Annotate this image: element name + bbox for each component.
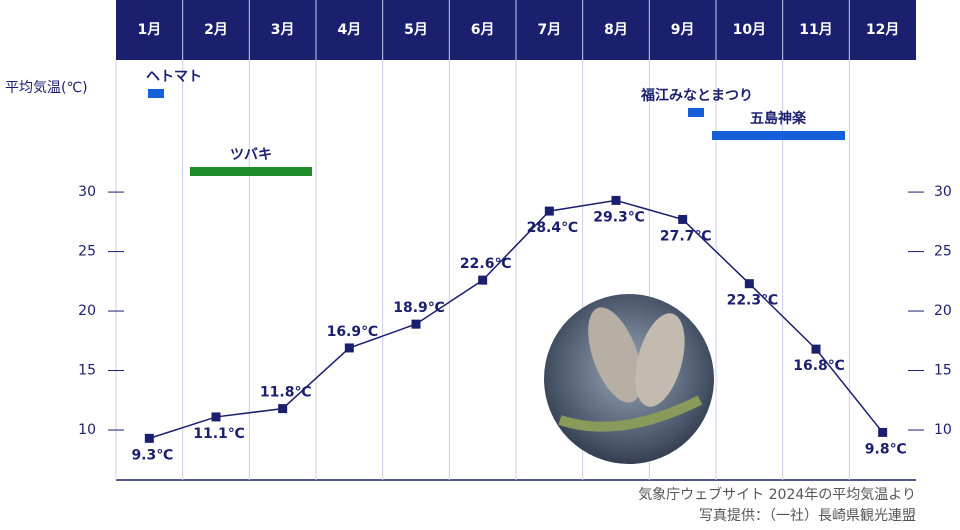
y-tick-label: 30 bbox=[78, 184, 96, 200]
value-label: 11.1℃ bbox=[193, 426, 245, 442]
point bbox=[544, 206, 554, 216]
y-tick-label: 20 bbox=[78, 303, 96, 319]
point bbox=[744, 279, 754, 289]
x-tick-label: 1月 bbox=[137, 22, 161, 38]
y-axis-title: 平均気温(℃) bbox=[5, 80, 88, 96]
point bbox=[678, 214, 688, 224]
y-tick-label: 15 bbox=[78, 363, 96, 379]
source-text: 写真提供：（一社）長崎県観光連盟 bbox=[699, 507, 916, 524]
line bbox=[149, 199, 884, 440]
point bbox=[811, 344, 821, 354]
value-label: 16.9℃ bbox=[327, 324, 379, 340]
x-tick-label: 2月 bbox=[204, 22, 228, 38]
x-tick-label: 8月 bbox=[604, 22, 628, 38]
value-label: 22.6℃ bbox=[460, 256, 512, 272]
y2-tick-label: 10 bbox=[934, 422, 952, 438]
point bbox=[278, 404, 288, 414]
y2-tick-label: 25 bbox=[934, 244, 952, 260]
point bbox=[411, 319, 421, 329]
point bbox=[144, 433, 154, 443]
y2-tick-label: 30 bbox=[934, 184, 952, 200]
x-tick-label: 4月 bbox=[337, 22, 361, 38]
x-tick-label: 11月 bbox=[799, 22, 832, 38]
value-label: 9.3℃ bbox=[131, 447, 173, 463]
x-tick-label: 6月 bbox=[471, 22, 495, 38]
value-label: 11.8℃ bbox=[260, 385, 312, 401]
value-label: 9.8℃ bbox=[865, 441, 907, 457]
value-label: 22.3℃ bbox=[727, 293, 779, 309]
x-tick-label: 7月 bbox=[537, 22, 561, 38]
event-label: ヘトマト bbox=[146, 69, 202, 85]
source-text: 気象庁ウェブサイト 2024年の平均気温より bbox=[638, 486, 916, 503]
event-bars bbox=[148, 89, 845, 176]
y2-tick-label: 15 bbox=[934, 363, 952, 379]
point bbox=[611, 195, 621, 205]
x-tick-label: 12月 bbox=[866, 22, 899, 38]
event-label: 福江みなとまつり bbox=[640, 87, 753, 104]
point bbox=[211, 412, 221, 422]
event-label: ツバキ bbox=[230, 147, 272, 163]
photo bbox=[544, 294, 714, 464]
point bbox=[478, 275, 488, 285]
y-tick-label: 25 bbox=[78, 244, 96, 260]
value-label: 29.3℃ bbox=[593, 209, 645, 225]
point bbox=[344, 343, 354, 353]
x-tick-label: 9月 bbox=[671, 22, 695, 38]
event-label: 五島神楽 bbox=[750, 110, 807, 127]
value-label: 18.9℃ bbox=[393, 300, 445, 316]
value-label: 28.4℃ bbox=[527, 220, 579, 236]
value-label: 27.7℃ bbox=[660, 228, 712, 244]
x-tick-label: 5月 bbox=[404, 22, 428, 38]
point bbox=[878, 427, 888, 437]
x-tick-label: 3月 bbox=[271, 22, 295, 38]
x-tick-label: 10月 bbox=[733, 22, 766, 38]
y-tick-label: 10 bbox=[78, 422, 96, 438]
y2-tick-label: 20 bbox=[934, 303, 952, 319]
value-label: 16.8℃ bbox=[793, 358, 845, 374]
